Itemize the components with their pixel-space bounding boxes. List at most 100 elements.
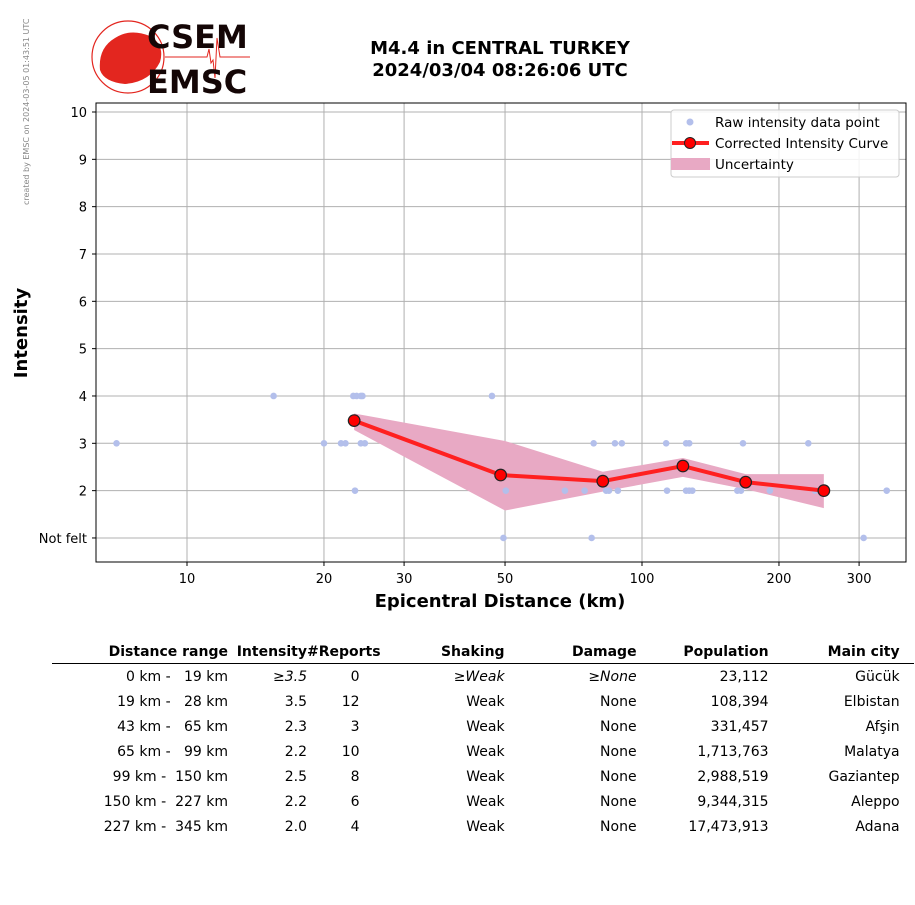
- y-tick-label: 7: [79, 248, 87, 263]
- column-header: #Reports: [307, 640, 381, 664]
- y-tick-label: 9: [79, 153, 87, 168]
- y-axis-label: Intensity: [11, 288, 32, 379]
- table-cell: 331,457: [710, 718, 769, 735]
- table-cell: 8: [350, 768, 360, 785]
- table-cell: Gücük: [855, 668, 900, 685]
- curve-line: [353, 418, 825, 493]
- table-cell: 3.5: [284, 693, 307, 710]
- table-row: 99 km - 150 km 2.5 8 Weak None 2,988,519 Gazia…: [52, 764, 914, 789]
- raw-data-point: [113, 440, 120, 447]
- table-row: 65 km - 99 km 2.2 10 Weak None 1,713,763 Malat…: [52, 739, 914, 764]
- table-cell: 4: [350, 818, 360, 835]
- raw-data-point: [860, 534, 867, 542]
- table-row: 0 km - 19 km ≥3.5 0 ≥Weak ≥None 23,112 Gücük: [52, 664, 914, 690]
- raw-data-point: [614, 487, 622, 494]
- legend-curve-marker: [684, 137, 696, 149]
- column-header: Intensity: [228, 640, 307, 664]
- raw-data-point: [361, 440, 369, 447]
- table-cell: Adana: [855, 818, 900, 835]
- table-cell: 6: [350, 793, 360, 810]
- table-cell: 1,713,763: [697, 743, 769, 760]
- table-cell: 2.0: [284, 818, 307, 835]
- raw-data-point: [561, 487, 569, 494]
- curve-point: [596, 474, 610, 488]
- table-row: 19 km - 28 km 3.5 12 Weak None 108,394 Elbista…: [52, 689, 914, 714]
- table-cell: None: [600, 693, 637, 710]
- table-cell: 0: [350, 668, 360, 685]
- chart-title: M4.4 in CENTRAL TURKEY 2024/03/04 08:26:…: [300, 38, 700, 82]
- y-tick-label: 2: [79, 485, 87, 500]
- legend-curve-label: Corrected Intensity Curve: [715, 136, 888, 152]
- table-row: 227 km - 345 km 2.0 4 Weak None 17,473,913 Ada…: [52, 814, 914, 839]
- title-event: M4.4 in CENTRAL TURKEY: [370, 38, 630, 59]
- intensity-chart: CSEM EMSC 10 20 30 50 100 200 300 Not felt 2 3 4 5 6…: [11, 18, 907, 612]
- logo-emsc: EMSC: [147, 63, 247, 101]
- table-cell: Malatya: [844, 743, 900, 760]
- table-cell: Gaziantep: [828, 768, 900, 785]
- table-cell: Weak: [466, 718, 505, 735]
- table-cell: Aleppo: [851, 793, 900, 810]
- y-tick-label: 10: [70, 106, 87, 121]
- table-cell: 17,473,913: [688, 818, 769, 835]
- column-header: Damage: [504, 640, 637, 664]
- table-cell: Elbistan: [843, 693, 900, 710]
- raw-data-point: [685, 440, 693, 447]
- raw-data-point: [737, 487, 745, 494]
- raw-data-point: [663, 487, 671, 494]
- x-tick-label: 200: [767, 572, 792, 587]
- table-cell: 65 km - 99 km: [117, 743, 228, 760]
- raw-data-point: [804, 440, 812, 447]
- raw-data-point: [618, 440, 626, 447]
- raw-data-point: [320, 440, 328, 447]
- table-cell: Weak: [466, 793, 505, 810]
- raw-data-point: [739, 440, 747, 447]
- y-tick-label: 8: [79, 201, 87, 216]
- y-tick-label: 6: [79, 295, 87, 310]
- table-cell: 2.5: [284, 768, 307, 785]
- table-cell: 150 km - 227 km: [103, 793, 228, 810]
- raw-data-point: [611, 440, 619, 447]
- uncertainty-band: [354, 413, 824, 511]
- table-cell: 2.2: [284, 793, 307, 810]
- uncertainty-polygon: [354, 413, 824, 511]
- intensity-curve: [347, 414, 831, 498]
- raw-data-point: [689, 487, 696, 494]
- table-header-row: Distance range Intensity #Reports Shaking Da…: [52, 640, 914, 664]
- table-cell: None: [600, 718, 637, 735]
- table-cell: 10: [341, 743, 360, 760]
- logo-europe-map: [99, 32, 162, 84]
- axis-ticks: 10 20 30 50 100 200 300 Not felt 2 3 4 5 6 7 8 9 10: [39, 106, 872, 587]
- raw-data-point: [590, 440, 597, 447]
- table-cell: None: [600, 818, 637, 835]
- logo-seismogram: [165, 37, 250, 79]
- plot-frame: [95, 102, 907, 563]
- raw-data-point: [270, 392, 277, 400]
- curve-point: [347, 414, 361, 427]
- x-tick-label: 10: [179, 572, 196, 587]
- y-tick-label: 5: [79, 343, 87, 358]
- column-header: Shaking: [380, 640, 505, 664]
- table-cell: 19 km - 28 km: [117, 693, 228, 710]
- legend-raw-marker: [686, 118, 694, 126]
- raw-data-point: [883, 487, 891, 494]
- x-axis-label: Epicentral Distance (km): [375, 591, 626, 612]
- logo-csem: CSEM: [147, 18, 248, 56]
- table-cell: Weak: [466, 768, 505, 785]
- table-cell: ≥3.5: [273, 668, 307, 685]
- table-cell: Weak: [466, 818, 505, 835]
- table-cell: None: [600, 743, 637, 760]
- x-tick-label: 300: [847, 572, 872, 587]
- title-datetime: 2024/03/04 08:26:06 UTC: [372, 60, 628, 81]
- column-header: Main city: [768, 640, 914, 664]
- table-cell: 2.2: [284, 743, 307, 760]
- table-cell: ≥Weak: [453, 668, 505, 685]
- x-tick-label: 50: [497, 572, 514, 587]
- raw-data-point: [662, 440, 670, 447]
- table-cell: 12: [341, 693, 360, 710]
- table-cell: None: [600, 768, 637, 785]
- logo-globe-icon: [91, 20, 165, 94]
- raw-data-point: [359, 392, 366, 400]
- y-tick-label: 3: [79, 437, 87, 452]
- raw-data-point: [500, 534, 507, 542]
